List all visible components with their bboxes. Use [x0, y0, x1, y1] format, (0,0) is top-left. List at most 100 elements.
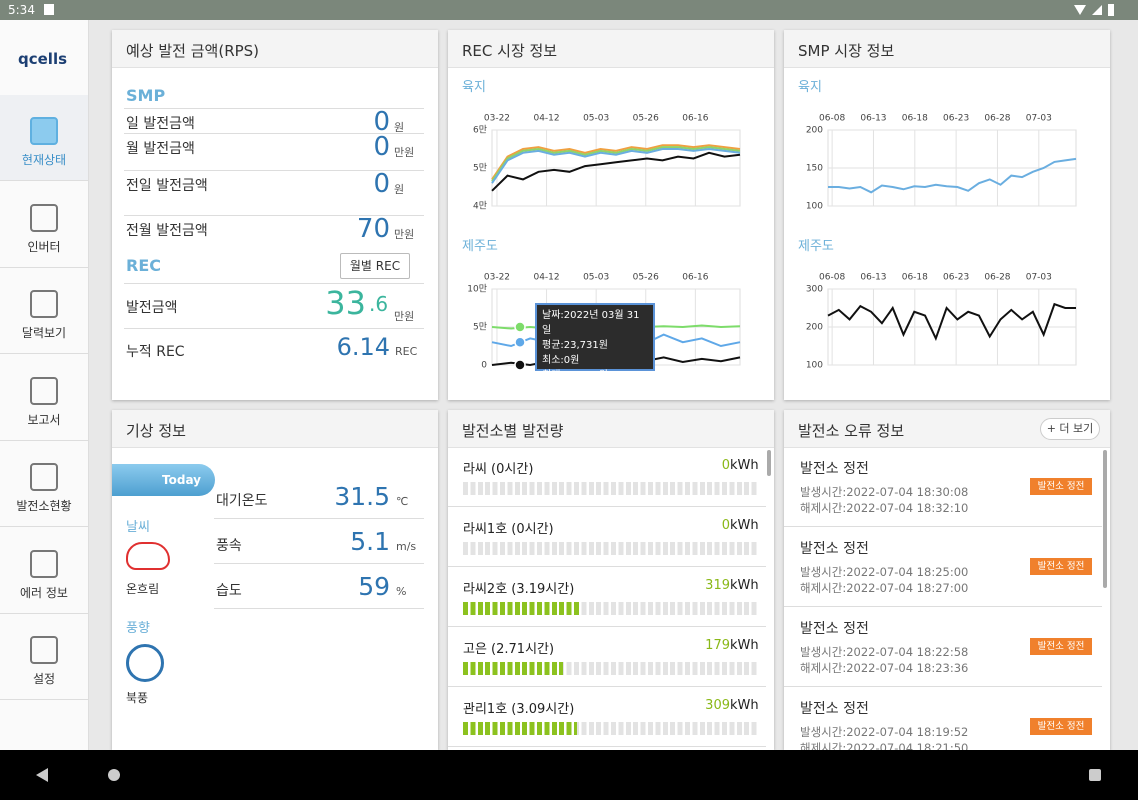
- nav-icon: [30, 203, 58, 232]
- nav-label: 보고서: [27, 412, 61, 427]
- gauge-fill: [463, 602, 582, 615]
- plant-name: 라씨1호 (0시간): [463, 522, 554, 537]
- nav-item[interactable]: 에러 정보: [0, 528, 88, 614]
- compass-icon: [126, 644, 164, 682]
- x-tick-label: 03-22: [484, 273, 510, 283]
- error-occurred: 발생시간:2022-07-04 18:30:08: [800, 485, 969, 499]
- y-tick-label: 150: [806, 164, 823, 174]
- sidebar: qcells 현재상태 인버터 달력보기 보고서 발전소현황 에러 정보 설정: [0, 20, 89, 750]
- condition: 온흐림: [126, 582, 160, 596]
- weather-row-label: 대기온도: [216, 493, 268, 509]
- x-tick-label: 06-23: [943, 273, 969, 283]
- x-tick-label: 06-08: [819, 273, 845, 283]
- x-tick-label: 05-26: [633, 273, 659, 283]
- x-tick-label: 06-23: [943, 114, 969, 124]
- row-divider: [124, 108, 424, 109]
- card-title: REC 시장 정보: [448, 30, 774, 68]
- weather-row-label: 습도: [216, 583, 242, 599]
- card-title: 기상 정보: [112, 410, 438, 448]
- rec-amount-dec: .6: [369, 292, 389, 316]
- nav-item[interactable]: 발전소현황: [0, 441, 88, 527]
- row-divider: [784, 526, 1102, 527]
- hover-marker: [514, 359, 526, 371]
- back-button[interactable]: [36, 768, 48, 782]
- y-tick-label: 200: [806, 126, 823, 136]
- chart-label: 육지: [462, 80, 486, 95]
- y-tick-label: 5만: [473, 163, 487, 174]
- y-tick-label: 100: [806, 202, 823, 212]
- nav-icon: [30, 636, 58, 664]
- nav-item[interactable]: 설정: [0, 614, 88, 700]
- card-title: SMP 시장 정보: [784, 30, 1110, 68]
- rec-button[interactable]: 월별 REC: [340, 253, 410, 279]
- nav-icon: [30, 463, 58, 491]
- chart-label: 육지: [798, 80, 822, 95]
- wind-label: 풍향: [126, 621, 150, 636]
- card: 발전소별 발전량 라씨 (0시간) 0 kWh 라씨1호 (0시간) 0 kWh 라씨2호 (…: [448, 410, 774, 750]
- error-badge: 발전소 정전: [1030, 638, 1092, 655]
- home-button[interactable]: [108, 769, 120, 781]
- weather-row-unit: m/s: [396, 540, 417, 553]
- plant-name: 라씨 (0시간): [463, 462, 534, 477]
- gauge-track: [463, 482, 759, 495]
- y-tick-label: 300: [806, 285, 823, 295]
- row-divider: [124, 328, 424, 329]
- x-tick-label: 06-13: [860, 114, 886, 124]
- error-occurred: 발생시간:2022-07-04 18:25:00: [800, 565, 969, 579]
- y-tick-label: 5만: [473, 322, 487, 333]
- row-divider: [448, 626, 766, 627]
- recents-button[interactable]: [1089, 769, 1101, 781]
- weather-row-value: 31.5: [334, 482, 390, 511]
- row-unit: 만원: [394, 310, 415, 323]
- tooltip-line: 최소:0원: [542, 355, 580, 366]
- error-badge: 발전소 정전: [1030, 558, 1092, 575]
- nav-item[interactable]: 달력보기: [0, 268, 88, 354]
- row-value: 0: [373, 132, 390, 162]
- plant-unit: kWh: [730, 698, 759, 713]
- y-tick-label: 10만: [467, 284, 487, 295]
- card-title: 예상 발전 금액(RPS): [112, 30, 438, 68]
- nav-icon: [30, 376, 58, 405]
- row-divider: [448, 746, 766, 747]
- plant-value: 0: [721, 518, 730, 533]
- x-tick-label: 05-03: [583, 273, 609, 283]
- row-divider: [784, 686, 1102, 687]
- row-divider: [124, 215, 424, 216]
- more-button[interactable]: + 더 보기: [1040, 418, 1100, 440]
- weather-row-unit: %: [396, 585, 407, 598]
- row-label: 전일 발전금액: [126, 178, 208, 194]
- nav-label: 달력보기: [21, 326, 67, 340]
- series-line: [827, 302, 1076, 342]
- error-occurred: 발생시간:2022-07-04 18:22:58: [800, 645, 969, 659]
- x-tick-label: 03-22: [484, 114, 510, 124]
- nav-item[interactable]: 현재상태: [0, 95, 88, 181]
- error-title: 발전소 정전: [800, 541, 869, 557]
- wifi-icon: [1074, 5, 1086, 15]
- chart-label: 제주도: [462, 239, 498, 254]
- x-tick-label: 06-18: [902, 273, 928, 283]
- series-line: [491, 146, 741, 182]
- nav-item[interactable]: 보고서: [0, 355, 88, 441]
- error-title: 발전소 정전: [800, 701, 869, 717]
- error-cleared: 해제시간:2022-07-04 18:21:50: [800, 741, 969, 750]
- chart-label: 제주도: [798, 239, 834, 254]
- nav-label: 에러 정보: [20, 585, 68, 600]
- row-divider: [448, 506, 766, 507]
- gauge-track: [463, 542, 759, 555]
- nav-label: 발전소현황: [16, 499, 72, 513]
- x-tick-label: 06-28: [984, 114, 1010, 124]
- x-tick-label: 06-08: [819, 114, 845, 124]
- row-label: 누적 REC: [126, 344, 185, 360]
- tooltip-line: 평균:23,731원: [542, 340, 608, 351]
- plant-unit: kWh: [730, 458, 759, 473]
- nav-item[interactable]: 인버터: [0, 182, 88, 268]
- plant-name: 관리1호 (3.09시간): [463, 702, 575, 717]
- error-cleared: 해제시간:2022-07-04 18:32:10: [800, 501, 969, 515]
- x-tick-label: 07-03: [1026, 114, 1052, 124]
- series-line: [828, 157, 1077, 194]
- error-badge: 발전소 정전: [1030, 718, 1092, 735]
